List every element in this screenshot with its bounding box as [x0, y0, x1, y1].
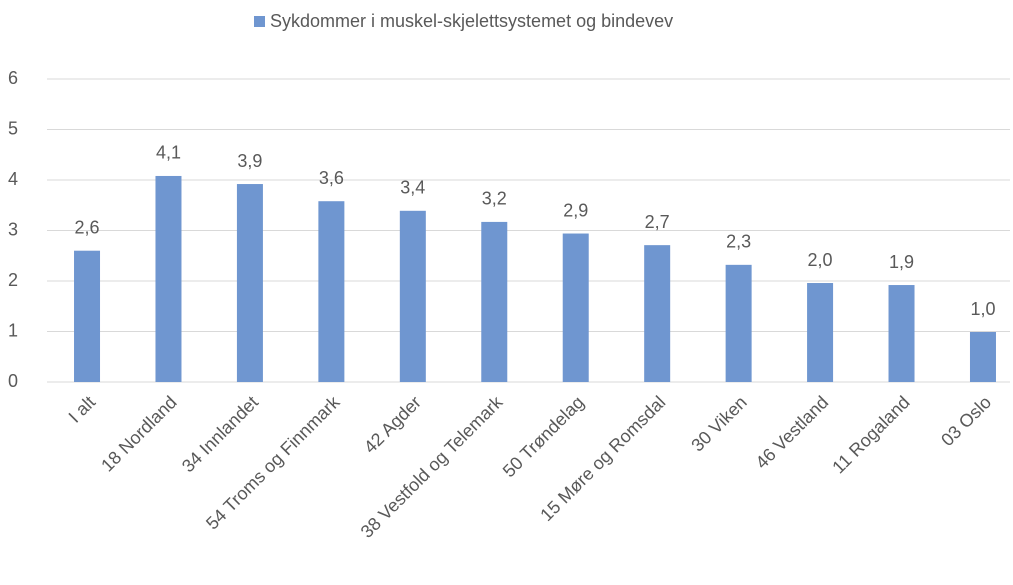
bar: [888, 285, 915, 382]
value-label: 3,2: [482, 189, 507, 209]
y-tick-label: 4: [8, 169, 18, 189]
value-label: 4,1: [156, 143, 181, 163]
bar: [562, 233, 589, 382]
bar: [481, 221, 508, 382]
y-tick-label: 2: [8, 270, 18, 290]
value-label: 1,0: [970, 299, 995, 319]
bar: [644, 245, 671, 382]
y-tick-label: 5: [8, 118, 18, 138]
x-tick-label: 46 Vestland: [752, 392, 833, 473]
legend-label: Sykdommer i muskel-skjelettsystemet og b…: [270, 11, 673, 31]
bar: [155, 175, 182, 382]
value-label: 2,3: [726, 232, 751, 252]
y-tick-label: 6: [8, 68, 18, 88]
value-label: 2,6: [75, 217, 100, 237]
value-label: 3,6: [319, 168, 344, 188]
bar: [969, 332, 996, 382]
y-tick-label: 1: [8, 320, 18, 340]
x-tick-label: 03 Oslo: [937, 392, 995, 450]
value-label: 1,9: [889, 252, 914, 272]
value-label: 3,4: [400, 178, 425, 198]
x-tick-label: 50 Trøndelag: [499, 392, 588, 481]
value-label: 2,7: [645, 212, 670, 232]
x-tick-label: 34 Innlandet: [178, 392, 262, 476]
bar: [236, 184, 263, 382]
value-label: 2,9: [563, 200, 588, 220]
bar: [725, 264, 752, 382]
y-tick-label: 0: [8, 371, 18, 391]
bar: [807, 283, 834, 382]
x-tick-label: 54 Troms og Finnmark: [202, 391, 344, 533]
x-tick-label: 30 Viken: [687, 392, 750, 455]
value-label: 3,9: [237, 151, 262, 171]
x-tick-label: I alt: [65, 392, 100, 427]
bar: [318, 201, 345, 382]
x-tick-label: 42 Agder: [360, 392, 425, 457]
bar: [399, 210, 426, 382]
x-tick-label: 18 Nordland: [97, 392, 180, 475]
bar: [74, 250, 101, 382]
x-tick-label: 38 Vestfold og Telemark: [357, 391, 507, 541]
legend-swatch: [254, 16, 265, 27]
x-tick-label: 11 Rogaland: [828, 392, 913, 477]
value-label: 2,0: [808, 250, 833, 270]
y-tick-label: 3: [8, 219, 18, 239]
